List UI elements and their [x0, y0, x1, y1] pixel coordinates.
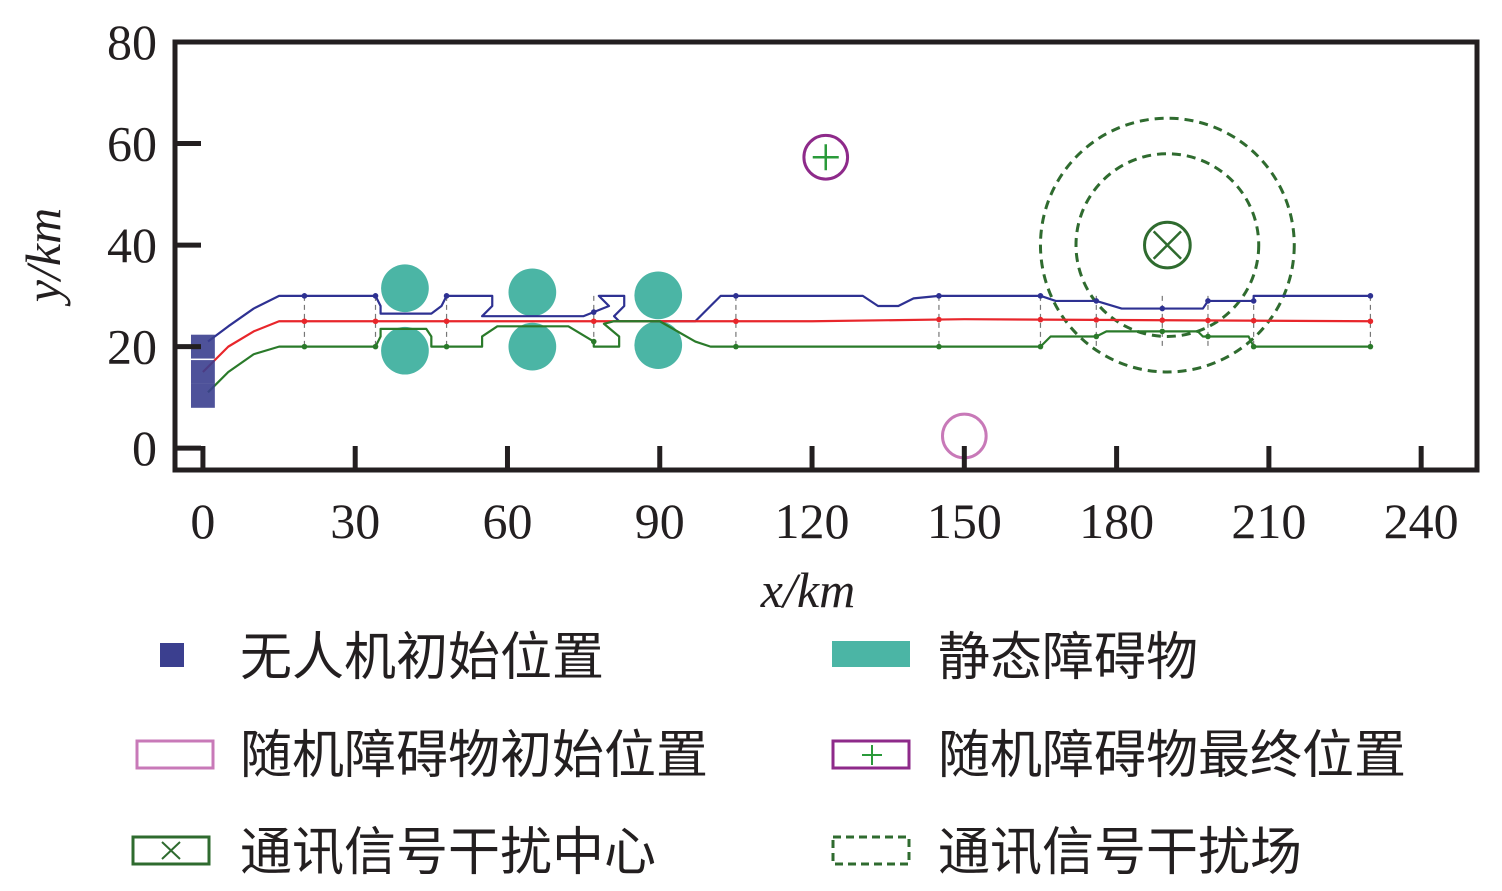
- x-tick-label: 30: [330, 493, 380, 549]
- waypoint-marker: [590, 318, 597, 325]
- waypoint-marker: [590, 309, 597, 315]
- x-tick-label: 240: [1384, 493, 1459, 549]
- waypoint-marker: [1250, 317, 1257, 324]
- waypoint-marker: [1250, 343, 1257, 350]
- static-obstacle: [508, 322, 557, 371]
- uav-initial-marker: [190, 383, 215, 408]
- waypoint-marker: [372, 343, 379, 350]
- cross-icon: [161, 841, 181, 860]
- waypoint-marker: [1159, 317, 1166, 324]
- waypoint-marker: [1205, 333, 1211, 340]
- y-tick-label: 20: [107, 319, 157, 375]
- waypoint-marker: [733, 318, 739, 325]
- plot-area: [190, 116, 1374, 460]
- interference-center: [1143, 220, 1192, 270]
- y-axis-label: y/km: [15, 208, 71, 307]
- waypoint-marker: [443, 343, 450, 350]
- legend-entry: 随机障碍物最终位置: [938, 728, 1406, 785]
- x-tick-label: 150: [927, 493, 1002, 549]
- waypoint-marker: [443, 293, 450, 299]
- random-final-legend-icon: [831, 739, 911, 770]
- waypoint-marker: [1159, 328, 1166, 335]
- waypoint-marker: [1250, 298, 1257, 304]
- interference-field-ring: [1038, 116, 1296, 374]
- static-obstacle: [634, 271, 683, 320]
- uav-path-top: [207, 294, 1371, 343]
- waypoint-marker: [1093, 317, 1100, 323]
- waypoint-marker: [1037, 293, 1044, 299]
- waypoint-marker: [1159, 305, 1166, 312]
- legend-entry: 通讯信号干扰场: [938, 825, 1302, 882]
- y-tick-label: 80: [107, 14, 157, 70]
- random-obstacle-final: [802, 133, 850, 181]
- waypoint-marker: [936, 343, 942, 350]
- plus-icon: [862, 745, 882, 765]
- y-tick-label: 0: [132, 420, 157, 476]
- waypoint-marker: [1205, 298, 1211, 304]
- legend-entry: 随机障碍物初始位置: [240, 728, 708, 785]
- waypoint-marker: [1093, 298, 1100, 304]
- uav-initial-marker: [190, 360, 215, 384]
- interference-center-legend-icon: [131, 835, 211, 866]
- x-tick-label: 90: [635, 493, 685, 549]
- legend-entry: 通讯信号干扰中心: [240, 825, 656, 882]
- waypoint-marker: [301, 343, 308, 350]
- x-tick-label: 210: [1231, 493, 1306, 549]
- static-obstacle: [634, 321, 683, 369]
- waypoint-marker: [936, 293, 942, 299]
- x-axis-label: x/km: [760, 562, 855, 618]
- waypoint-marker: [1205, 317, 1211, 324]
- waypoint-marker: [590, 338, 597, 345]
- x-tick-label: 120: [775, 493, 850, 549]
- waypoint-marker: [301, 293, 308, 299]
- y-tick-label: 60: [107, 116, 157, 172]
- random-obstacle-final-plus: [812, 144, 839, 171]
- random-initial-legend-icon: [135, 739, 215, 770]
- uav-initial-legend-icon: [160, 643, 184, 667]
- axes: 0 30 60 90 120 150 180 210 240 0 20 40 60 80: [107, 14, 1480, 549]
- y-tick-label: 40: [107, 217, 157, 273]
- legend-entry: 静态障碍物: [938, 630, 1198, 687]
- waypoint-marker: [1367, 293, 1374, 299]
- x-tick-label: 180: [1079, 493, 1154, 549]
- waypoint-marker: [372, 318, 379, 325]
- waypoint-marker: [1367, 318, 1374, 325]
- uav-path-bottom: [207, 320, 1371, 394]
- waypoint-marker: [443, 318, 450, 325]
- waypoint-marker: [1037, 343, 1044, 350]
- waypoint-marker: [936, 316, 942, 323]
- waypoint-marker: [1367, 343, 1374, 350]
- static-obstacle: [381, 326, 429, 375]
- static-obstacle-legend-icon: [832, 641, 910, 667]
- static-obstacle: [381, 264, 429, 313]
- plot-frame: [172, 39, 1480, 473]
- x-tick-label: 60: [482, 493, 532, 549]
- waypoint-marker: [733, 293, 739, 299]
- static-obstacle: [508, 268, 557, 317]
- x-tick-label: 0: [190, 493, 215, 549]
- interference-field-legend-icon: [831, 835, 911, 866]
- uav-initial-marker: [190, 334, 215, 359]
- interference-field-ring: [1074, 152, 1261, 338]
- waypoint-marker: [1093, 333, 1100, 340]
- legend-entry: 无人机初始位置: [240, 630, 604, 687]
- waypoint-marker: [1037, 316, 1044, 323]
- interference-center-cross: [1152, 230, 1182, 260]
- waypoint-marker: [301, 318, 308, 325]
- waypoint-marker: [733, 343, 739, 350]
- waypoint-marker: [372, 293, 379, 299]
